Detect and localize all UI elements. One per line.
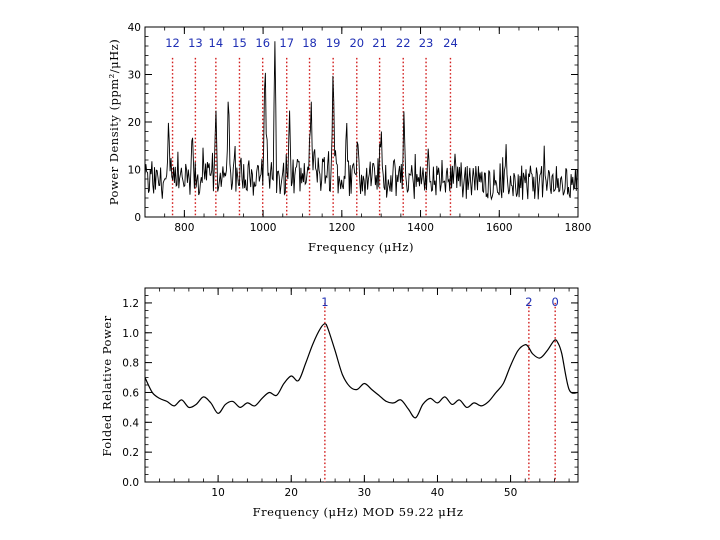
bottom-x-tick-label: 50 (504, 487, 517, 499)
bottom-y-tick-label: 1.2 (122, 298, 139, 310)
mode-marker-label-19: 19 (326, 36, 341, 50)
mode-marker-label-22: 22 (396, 36, 411, 50)
mode-marker-label-24: 24 (443, 36, 458, 50)
folded-marker-label-1: 1 (321, 295, 328, 309)
mode-marker-label-18: 18 (302, 36, 317, 50)
mode-marker-label-14: 14 (209, 36, 224, 50)
bottom-y-tick-label: 0.8 (122, 358, 139, 370)
folded-marker-label-0: 0 (552, 295, 559, 309)
top-x-tick-label: 1000 (250, 222, 277, 234)
folded-power-line (144, 323, 579, 419)
top-y-tick-label: 10 (128, 165, 141, 177)
bottom-y-tick-label: 1.0 (122, 328, 139, 340)
mode-marker-label-12: 12 (165, 36, 180, 50)
bottom-x-tick-label: 20 (285, 487, 298, 499)
bottom-x-tick-label: 30 (358, 487, 371, 499)
mode-marker-label-13: 13 (188, 36, 203, 50)
bottom-y-axis-label: Folded Relative Power (100, 315, 114, 456)
bottom-x-tick-label: 40 (431, 487, 444, 499)
top-y-tick-label: 0 (134, 212, 141, 224)
mode-marker-label-16: 16 (255, 36, 270, 50)
power-spectrum-line (144, 41, 578, 201)
top-x-axis-label: Frequency (μHz) (308, 240, 414, 254)
power-spectrum-panel: 12 13 14 15 16 17 18 19 20 21 22 23 24 800 1000 1200 14… (107, 22, 591, 254)
mode-marker-label-17: 17 (279, 36, 294, 50)
top-x-tick-label: 1800 (565, 222, 592, 234)
top-x-tick-label: 1400 (407, 222, 434, 234)
top-x-tick-label: 1200 (328, 222, 355, 234)
mode-marker-label-23: 23 (419, 36, 434, 50)
bottom-y-tick-label: 0.6 (122, 387, 139, 399)
top-y-tick-label: 40 (128, 22, 141, 34)
bottom-x-tick-label: 10 (211, 487, 224, 499)
top-x-tick-label: 1600 (486, 222, 513, 234)
bottom-y-tick-label: 0.2 (122, 447, 139, 459)
folded-marker-label-2: 2 (525, 295, 532, 309)
top-y-axis-label: Power Density (ppm²/μHz) (107, 39, 121, 205)
top-y-tick-label: 30 (128, 70, 141, 82)
mode-marker-label-20: 20 (349, 36, 364, 50)
top-y-tick-label: 20 (128, 117, 141, 129)
mode-marker-label-21: 21 (372, 36, 387, 50)
mode-marker-label-15: 15 (232, 36, 247, 50)
bottom-y-tick-label: 0.0 (122, 477, 139, 489)
bottom-y-tick-label: 0.4 (122, 417, 139, 429)
top-x-tick-label: 800 (174, 222, 194, 234)
bottom-x-axis-label: Frequency (μHz) MOD 59.22 μHz (253, 505, 464, 519)
